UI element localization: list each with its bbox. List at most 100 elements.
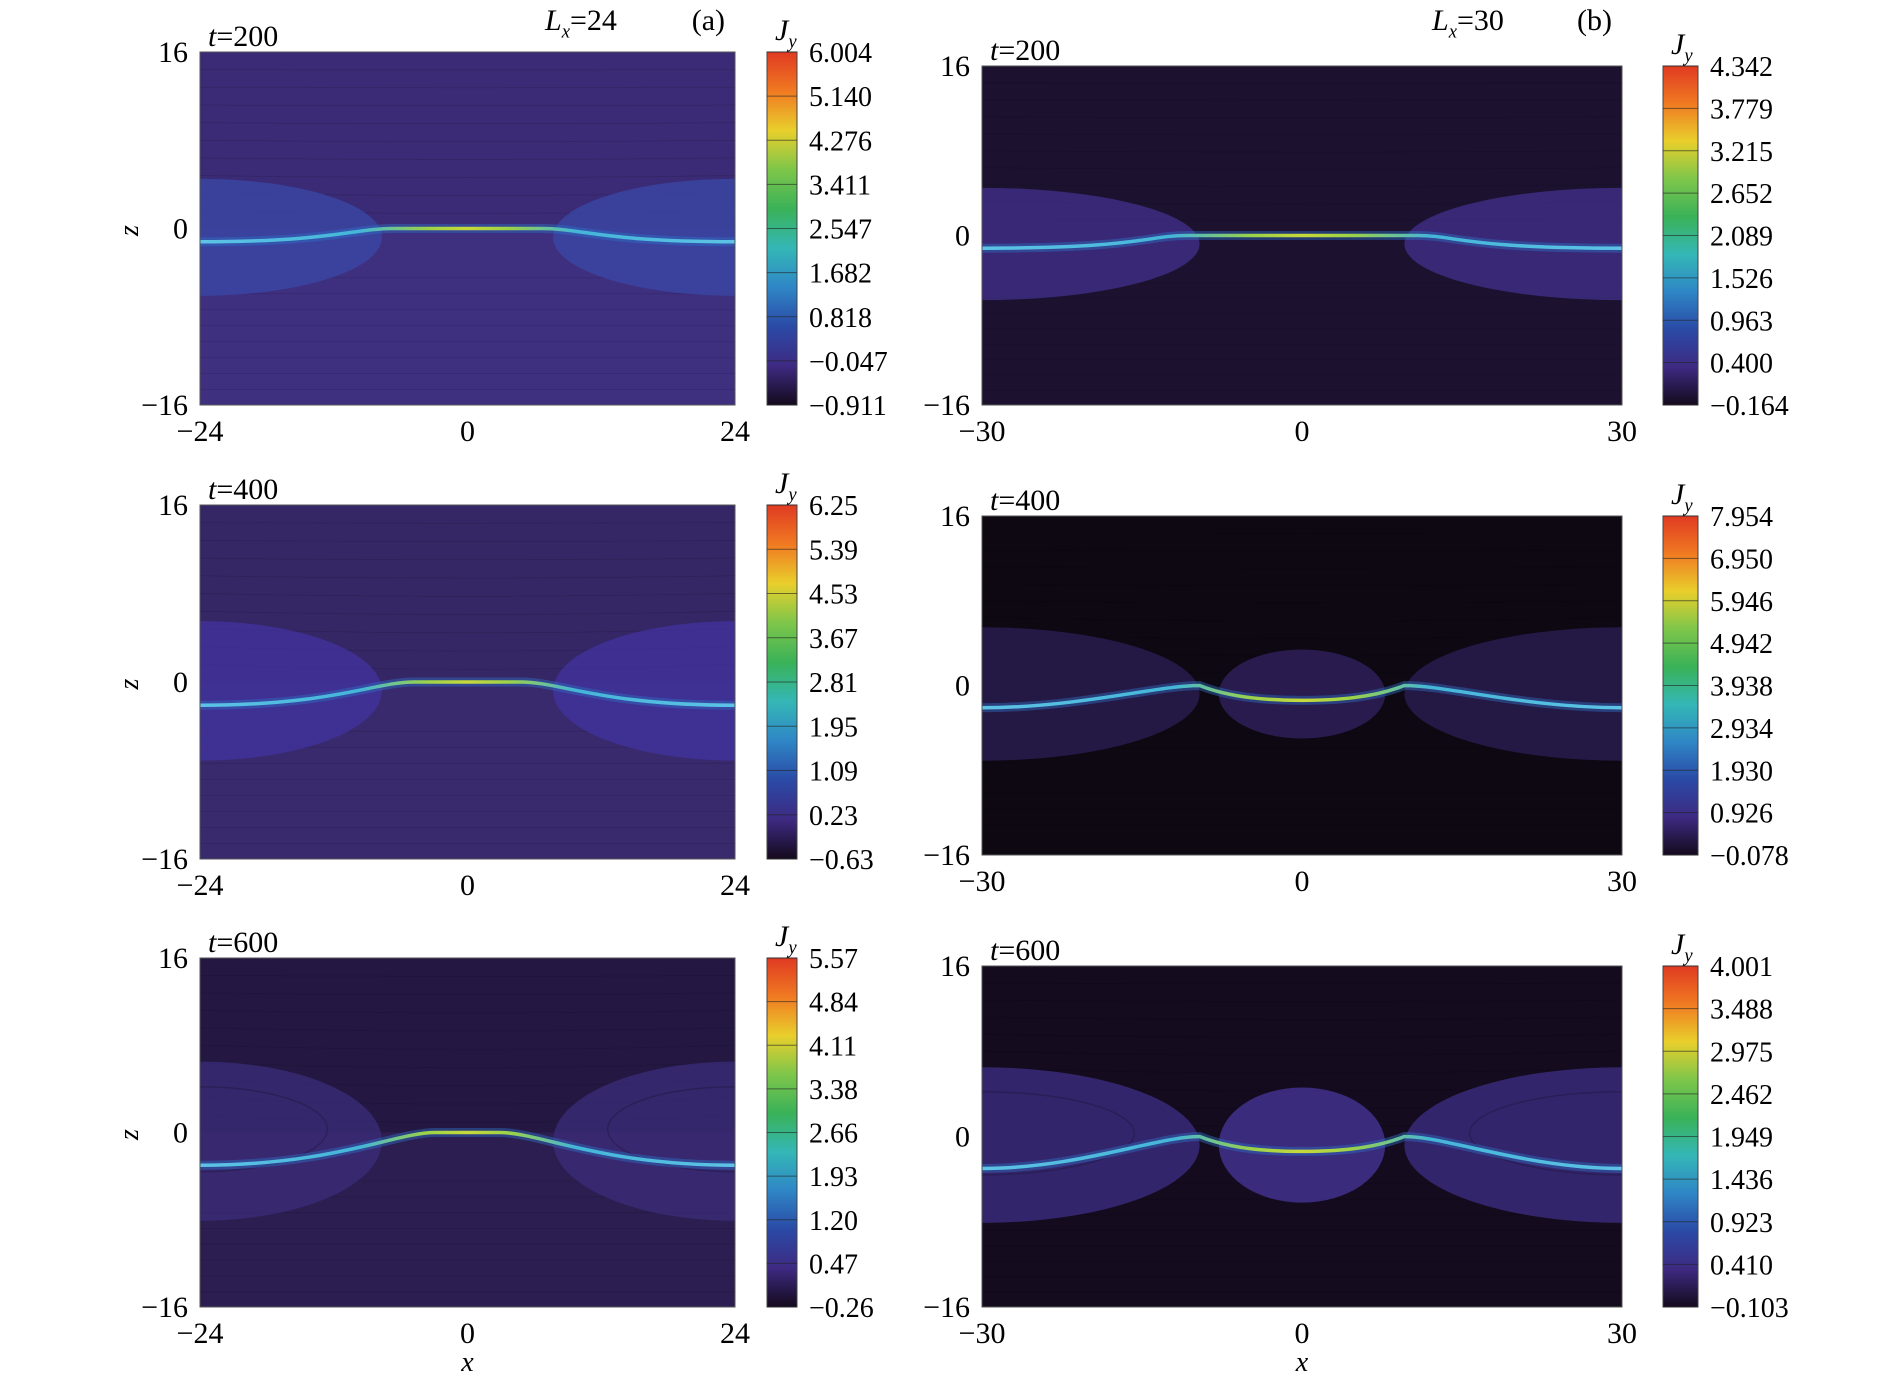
plot-frame xyxy=(981,65,1623,406)
x-tick-label: 0 xyxy=(460,1317,475,1350)
field-line xyxy=(200,1009,735,1014)
field-line xyxy=(982,116,1622,119)
field-line xyxy=(200,610,735,616)
colorbar-tick-label: 1.930 xyxy=(1710,756,1773,787)
field-line xyxy=(982,99,1622,101)
plot-frame xyxy=(199,51,736,406)
colorbar-tick-label: 6.25 xyxy=(809,491,858,522)
y-tick-label: 0 xyxy=(173,666,188,699)
field-line xyxy=(982,532,1622,534)
colorbar-tick-label: −0.164 xyxy=(1710,391,1789,422)
colorbar-tick-label: 4.11 xyxy=(809,1031,857,1062)
colorbar-label: Jy xyxy=(775,14,797,53)
colorbar-tick-label: 1.949 xyxy=(1710,1123,1773,1154)
colorbar-label: Jy xyxy=(1671,478,1693,517)
x-tick-label: 30 xyxy=(1607,865,1637,898)
panel-b-3: 16 0 −16−30 0 30 x t=600 Jy 4.001 3.488 2.975 2.462… xyxy=(923,928,1789,1374)
colorbar-tick-label: 1.93 xyxy=(809,1162,858,1193)
field-line xyxy=(200,974,735,977)
colorbar-tick-label: 5.140 xyxy=(809,82,872,113)
island-right xyxy=(553,621,735,761)
colorbar-tick-label: 2.089 xyxy=(1710,222,1773,253)
colorbar-tick-label: 1.436 xyxy=(1710,1165,1773,1196)
x-tick-label: −30 xyxy=(959,1317,1006,1350)
colorbar-tick-label: 3.215 xyxy=(1710,137,1773,168)
island-left xyxy=(982,1067,1200,1223)
y-tick-label: 16 xyxy=(158,36,188,69)
x-axis-label: x xyxy=(1295,1347,1309,1374)
x-tick-label: 0 xyxy=(1295,865,1310,898)
current-sheet xyxy=(982,233,1622,250)
island-contour xyxy=(982,1091,1136,1176)
colorbar-tick-label: 0.818 xyxy=(809,303,872,334)
colorbar-tick-label: −0.078 xyxy=(1710,841,1789,872)
x-axis-label: x xyxy=(460,1347,474,1374)
plot-frame xyxy=(199,504,736,860)
panel-b-2: 16 0 −16−30 0 30 t=400 Jy 7.954 6.950 5.946 4.942 3… xyxy=(923,478,1789,898)
current-sheet xyxy=(200,226,735,244)
current-sheet xyxy=(200,680,735,707)
colorbar-tick-label: −0.26 xyxy=(809,1293,874,1324)
colorbar-label: Jy xyxy=(775,467,797,506)
x-tick-label: 0 xyxy=(1295,415,1310,448)
colorbar-tick-label: 6.004 xyxy=(809,38,872,69)
central-island xyxy=(1218,1087,1386,1203)
time-label: t=600 xyxy=(990,934,1060,967)
y-tick-label: 16 xyxy=(940,500,970,533)
island-right xyxy=(553,1061,735,1221)
field-line xyxy=(982,1033,1622,1038)
time-label: t=600 xyxy=(208,926,278,959)
island-right xyxy=(1404,1067,1622,1223)
heatmap-plot xyxy=(200,52,735,405)
field-line xyxy=(200,557,735,561)
panel-letter: (a) xyxy=(692,4,725,37)
panel-a-1: 16 0 −16−24 0 24 z t=200 Lx=24 (a) Jy 6.004 5.140 4.… xyxy=(114,4,888,448)
colorbar-tick-label: 0.23 xyxy=(809,801,858,832)
colorbar-tick-label: 0.410 xyxy=(1710,1250,1773,1281)
heatmap-plot xyxy=(982,966,1622,1307)
colorbar-tick-label: 4.001 xyxy=(1710,952,1773,983)
y-axis-label: z xyxy=(114,225,145,237)
colorbar-tick-label: 2.934 xyxy=(1710,714,1773,745)
y-tick-label: 16 xyxy=(940,950,970,983)
x-tick-label: 24 xyxy=(720,869,750,902)
column-label: Lx=30 xyxy=(1431,4,1504,43)
colorbar-tick-label: −0.911 xyxy=(809,391,887,422)
y-tick-label: 0 xyxy=(173,1117,188,1150)
colorbar-tick-label: 3.411 xyxy=(809,170,871,201)
colorbar-tick-label: −0.047 xyxy=(809,347,888,378)
heatmap-plot xyxy=(200,958,735,1307)
colorbar-tick-label: 3.938 xyxy=(1710,672,1773,703)
field-line xyxy=(982,549,1622,552)
colorbar-tick-label: 5.39 xyxy=(809,535,858,566)
panel-a-3: 16 0 −16−24 0 24 z x t=600 Jy 5.57 4.84 4.11 3.38 2.6… xyxy=(114,920,874,1374)
island-right xyxy=(1404,627,1622,761)
colorbar-tick-label: 4.342 xyxy=(1710,52,1773,83)
colorbar-tick-label: 3.779 xyxy=(1710,94,1773,125)
island-left xyxy=(200,1061,382,1221)
colorbar-tick-label: 5.57 xyxy=(809,944,858,975)
x-tick-label: 0 xyxy=(1295,1317,1310,1350)
y-tick-label: 16 xyxy=(158,489,188,522)
y-tick-label: −16 xyxy=(141,843,188,876)
y-axis-label: z xyxy=(114,1129,145,1141)
colorbar-tick-label: −0.103 xyxy=(1710,1293,1789,1324)
field-line xyxy=(200,575,735,579)
field-line xyxy=(982,1067,1622,1074)
colorbar-tick-label: 0.47 xyxy=(809,1249,858,1280)
colorbar-tick-label: 2.81 xyxy=(809,668,858,699)
plot-frame xyxy=(981,965,1623,1308)
colorbar-tick-label: 4.53 xyxy=(809,580,858,611)
y-tick-label: −16 xyxy=(141,1291,188,1324)
field-line xyxy=(982,566,1622,569)
colorbar-tick-label: 3.488 xyxy=(1710,995,1773,1026)
y-tick-label: −16 xyxy=(923,1291,970,1324)
colorbar-tick-label: 3.38 xyxy=(809,1075,858,1106)
field-line xyxy=(982,167,1622,170)
panel-a-2: 16 0 −16−24 0 24 z t=400 Jy 6.25 5.39 4.53 3.67 2.81… xyxy=(114,467,874,902)
x-tick-label: −30 xyxy=(959,865,1006,898)
current-sheet xyxy=(982,1134,1622,1171)
y-tick-label: 16 xyxy=(940,50,970,83)
x-tick-label: −30 xyxy=(959,415,1006,448)
island-left xyxy=(982,627,1200,761)
